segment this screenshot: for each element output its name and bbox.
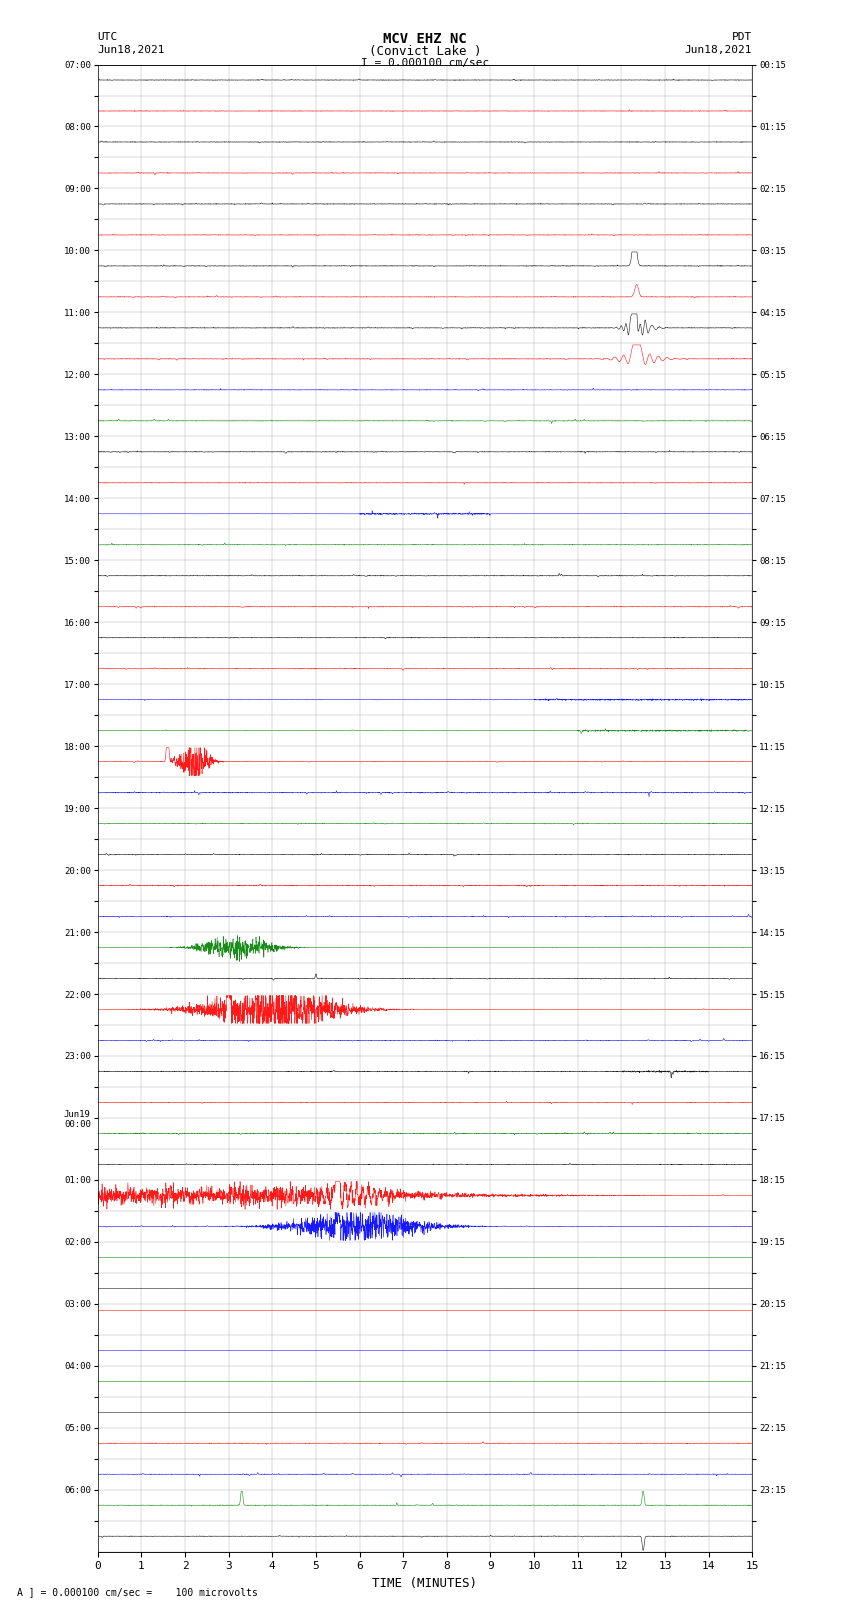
Text: MCV EHZ NC: MCV EHZ NC <box>383 32 467 47</box>
Text: UTC: UTC <box>98 32 118 42</box>
X-axis label: TIME (MINUTES): TIME (MINUTES) <box>372 1578 478 1590</box>
Text: I = 0.000100 cm/sec: I = 0.000100 cm/sec <box>361 58 489 68</box>
Text: Jun18,2021: Jun18,2021 <box>685 45 752 55</box>
Text: A ] = 0.000100 cm/sec =    100 microvolts: A ] = 0.000100 cm/sec = 100 microvolts <box>17 1587 258 1597</box>
Text: Jun18,2021: Jun18,2021 <box>98 45 165 55</box>
Text: (Convict Lake ): (Convict Lake ) <box>369 45 481 58</box>
Text: PDT: PDT <box>732 32 752 42</box>
